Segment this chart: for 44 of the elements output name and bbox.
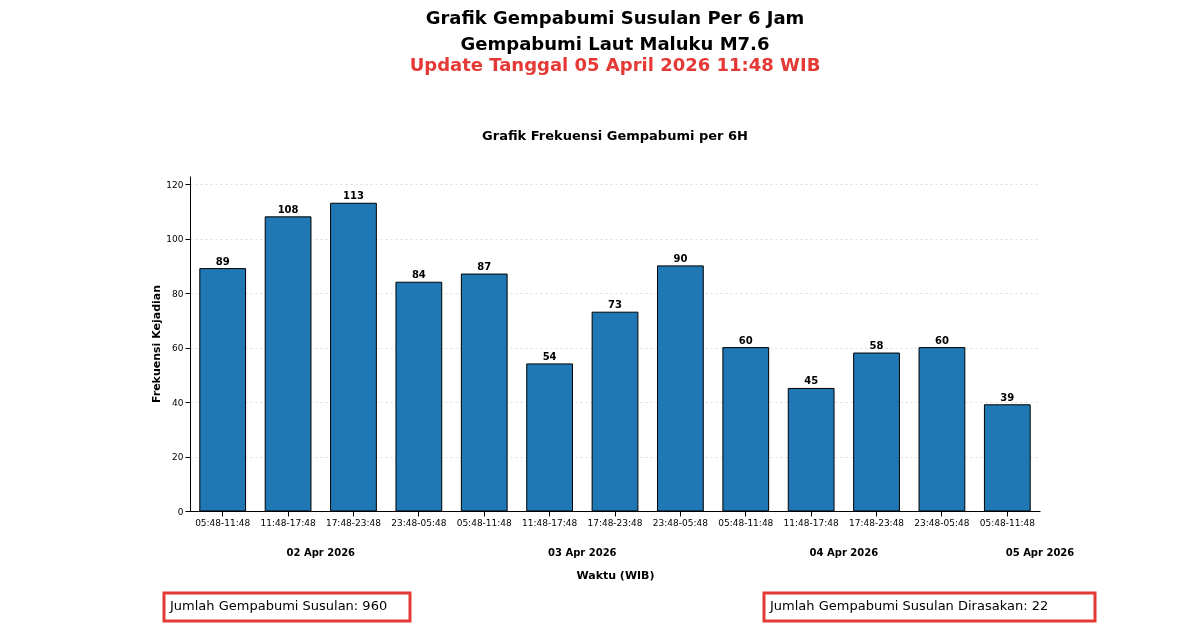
x-tick-label: 11:48-17:48 [522,517,578,528]
x-tick-label: 17:48-23:48 [848,517,905,528]
x-tick-label: 17:48-23:48 [325,517,382,528]
y-tick-label: 20 [172,452,184,463]
x-tick-label: 17:48-23:48 [587,517,643,528]
x-tick-label: 05:48-11:48 [718,517,774,528]
text: Jumlah Gempabumi Susulan: 960 [169,598,388,613]
x-tick-label: 11:48-17:48 [783,517,839,528]
y-axis-title: Frekuensi Kejadian [150,284,164,404]
x-tick-label: 23:48-05:48 [914,517,970,528]
data-label: 45 [804,375,819,387]
data-label: 54 [542,350,557,362]
data-label: 73 [608,299,622,311]
data-label: 90 [673,252,688,264]
y-tick-label: 80 [172,288,184,299]
data-label: 84 [411,269,426,281]
x-tick-label: 05:48-11:48 [456,517,513,528]
data-label: 58 [869,340,884,352]
text: 05 Apr 2026 [1005,547,1075,558]
data-label: 60 [934,334,949,346]
x-tick-label: 23:48-05:48 [391,517,447,528]
x-tick-label: 23:48-05:48 [652,517,709,528]
x-tick-label: 11:48-17:48 [260,517,316,528]
y-tick-label: 40 [172,397,184,408]
text: 03 Apr 2026 [548,547,617,558]
data-label: 60 [738,334,753,346]
x-tick-label: 05:48-11:48 [195,517,251,528]
data-label: 87 [477,261,492,273]
x-tick-label: 05:48-11:48 [979,517,1036,528]
y-tick-label: 60 [172,343,184,354]
data-label: 108 [277,203,299,215]
text: 02 Apr 2026 [286,547,356,558]
data-label: 39 [1000,391,1015,403]
text: Grafik Frekuensi Gempabumi per 6H [482,128,748,143]
data-label: 113 [343,190,364,202]
data-label: 89 [215,255,230,267]
chart-title: Grafik Gempabumi Susulan Per 6 Jam Gempabumi Laut Maluku M7.6 [425,7,805,54]
y-tick-label: 120 [166,179,184,190]
y-tick-label: 0 [177,506,184,517]
text: Jumlah Gempabumi Susulan Dirasakan: 22 [769,598,1049,613]
x-axis-title: Waktu (WIB) [576,568,655,582]
chart-subtitle: Update Tanggal 05 April 2026 11:48 WIB [409,54,821,75]
y-tick-label: 100 [166,234,184,245]
text: 04 Apr 2026 [809,547,879,558]
